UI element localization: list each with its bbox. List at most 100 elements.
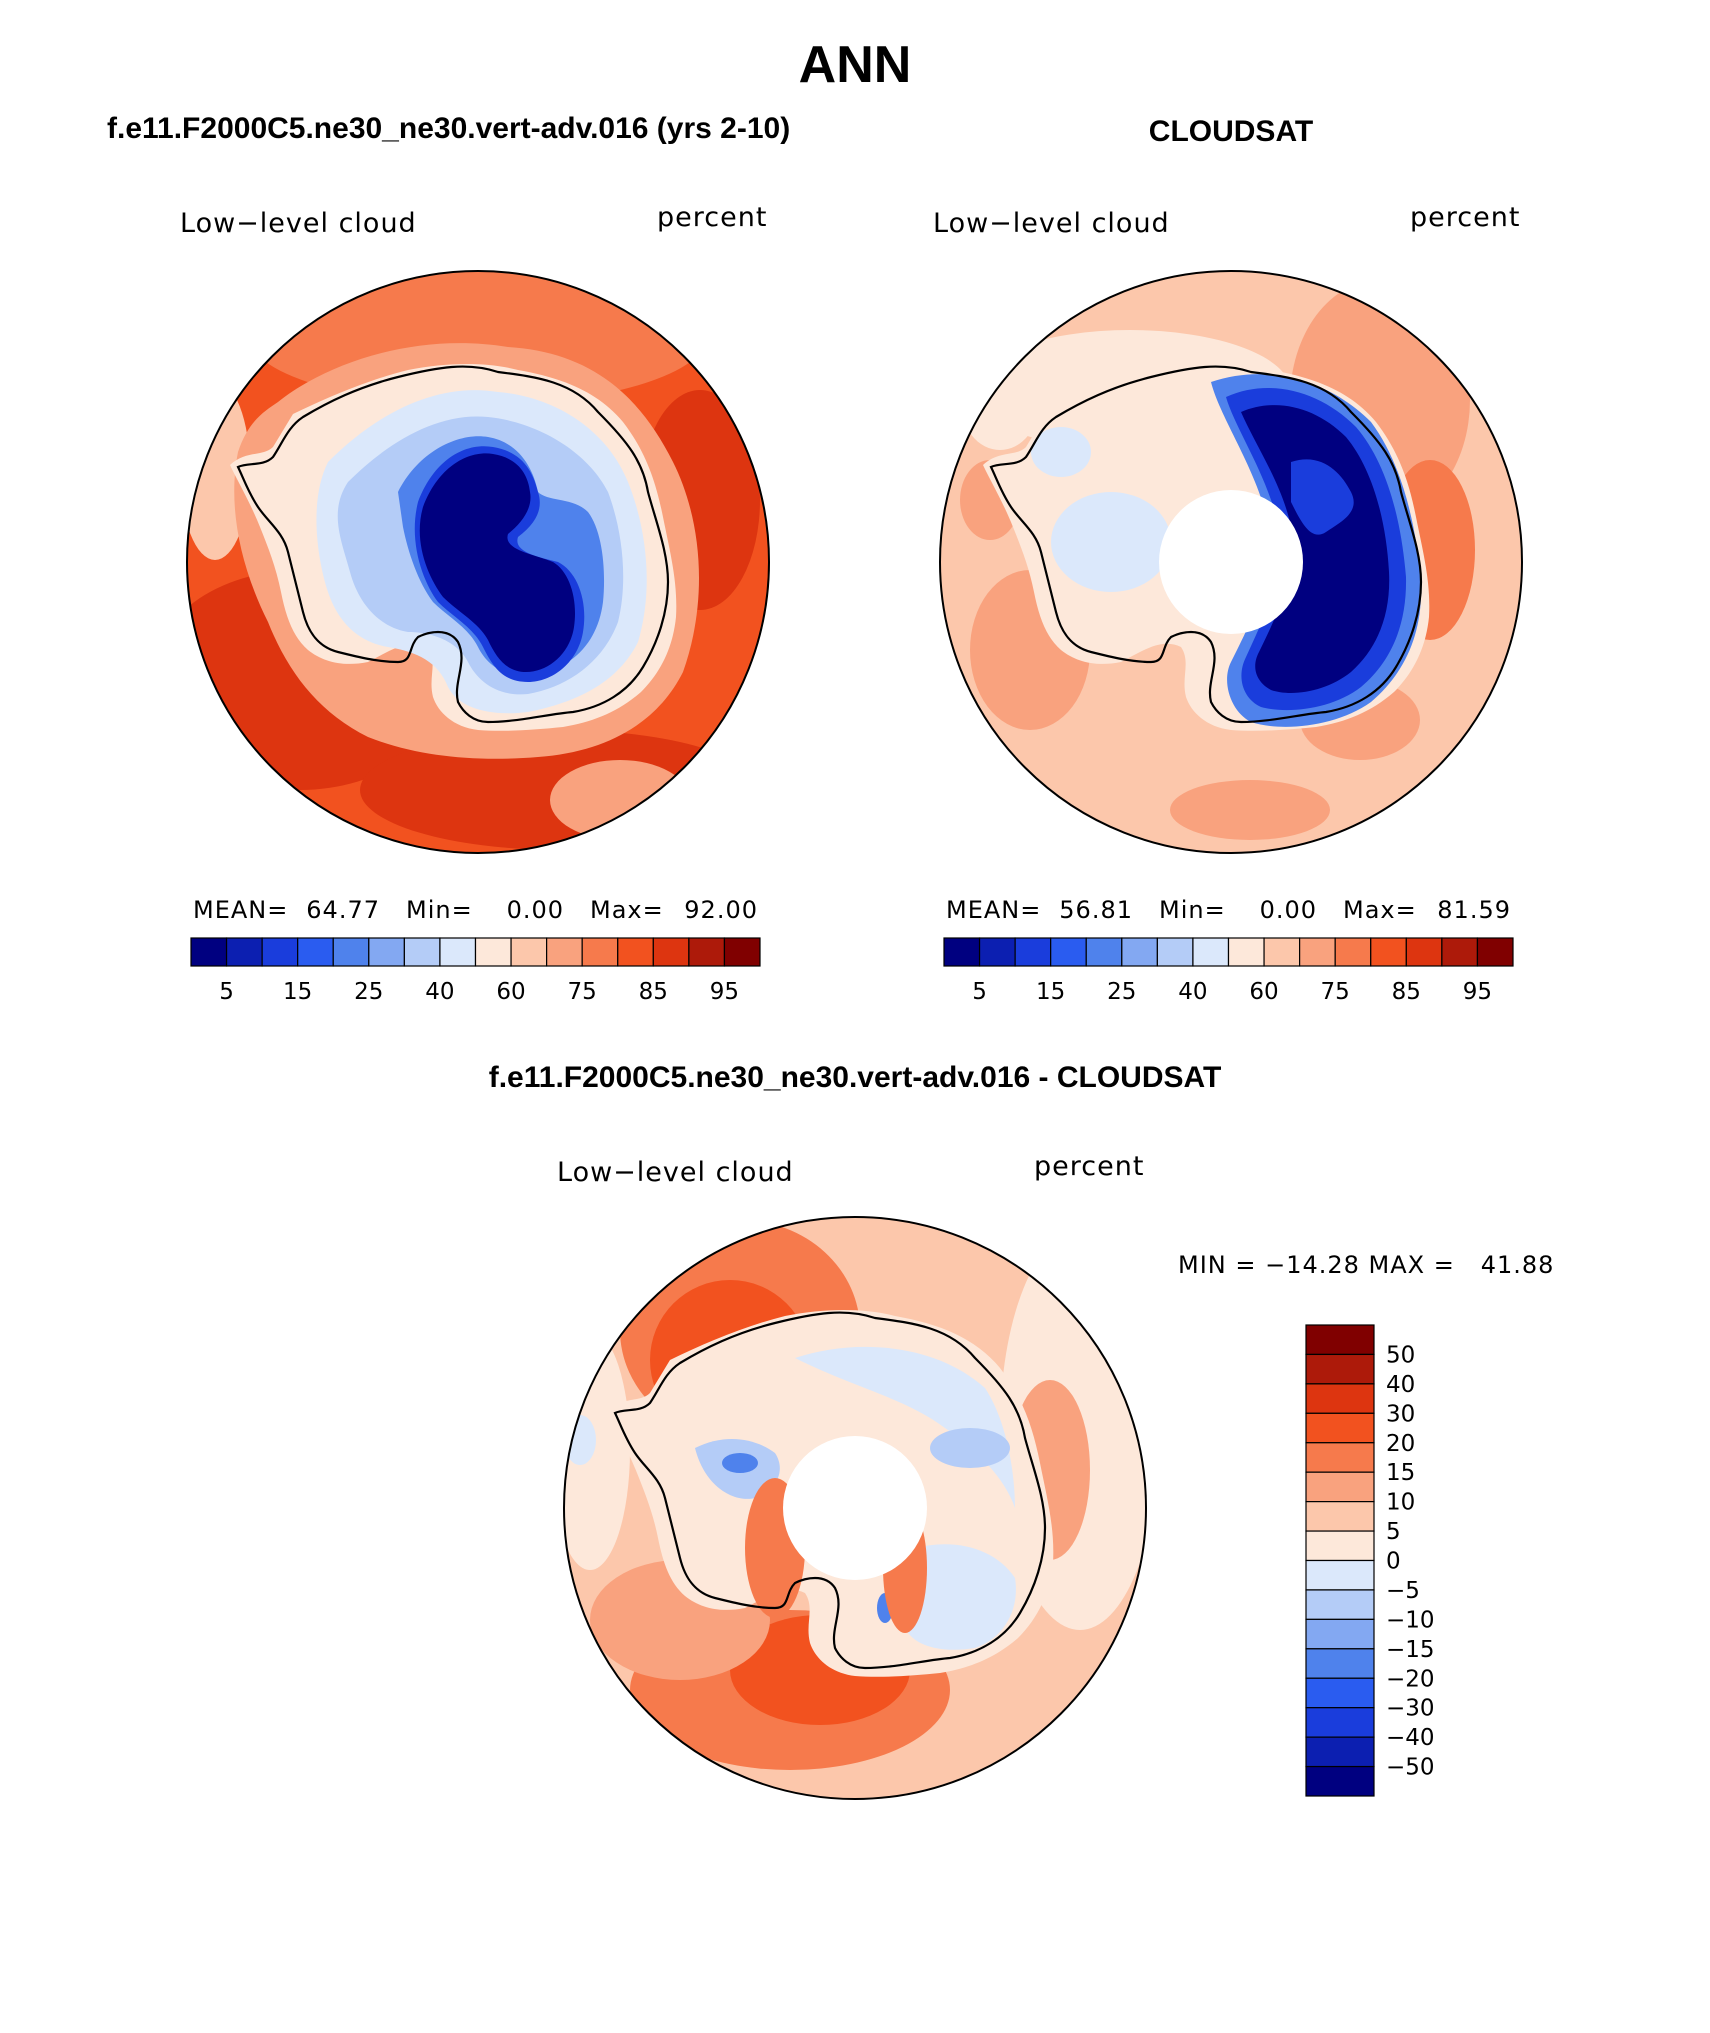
- colorbar-swatch: [297, 937, 334, 967]
- colorbar-swatch: [723, 937, 761, 967]
- colorbar-swatch: [617, 937, 654, 967]
- colorbar-tick-label: 0: [1386, 1549, 1401, 1575]
- colorbar-swatch: [1263, 937, 1301, 967]
- obs-mean-value: 56.81: [1059, 896, 1133, 924]
- obs-min-label: Min=: [1159, 896, 1226, 924]
- colorbar-swatch: [546, 937, 583, 967]
- colorbar-tick-label: 75: [1321, 979, 1350, 1005]
- colorbar-tick-label: −10: [1386, 1607, 1435, 1633]
- colorbar-tick-label: −20: [1386, 1666, 1435, 1692]
- colorbar-swatch: [1405, 937, 1443, 967]
- colorbar-swatch: [1305, 1353, 1375, 1385]
- obs-case-title: CLOUDSAT: [1149, 115, 1313, 148]
- colorbar-swatch: [1305, 1677, 1375, 1709]
- colorbar-swatch: [261, 937, 299, 967]
- model-mean-label: MEAN=: [193, 896, 288, 924]
- colorbar-swatch: [225, 937, 263, 967]
- model-map-border: [186, 270, 770, 854]
- colorbar-tick-label: 75: [568, 979, 597, 1005]
- obs-stats: MEAN= 56.81 Min= 0.00 Max= 81.59: [946, 896, 1511, 924]
- colorbar-tick-label: 25: [1107, 979, 1136, 1005]
- model-panel: Low−level cloud percent MEAN=: [180, 202, 770, 1005]
- colorbar-tick-label: 25: [354, 979, 383, 1005]
- model-max-value: 92.00: [684, 896, 758, 924]
- colorbar-swatch: [1050, 937, 1087, 967]
- model-colorbar: 5 15 25 40 60 75 85 95: [190, 937, 761, 1005]
- colorbar-swatch: [1085, 937, 1123, 967]
- colorbar-swatch: [1227, 937, 1265, 967]
- colorbar-swatch: [190, 937, 228, 967]
- colorbar-swatch: [439, 937, 477, 967]
- colorbar-tick-label: 60: [496, 979, 525, 1005]
- diff-variable-label: Low−level cloud: [557, 1157, 794, 1188]
- model-max-label: Max=: [590, 896, 664, 924]
- colorbar-tick-label: 5: [1386, 1519, 1401, 1545]
- obs-colorbar: 5 15 25 40 60 75 85 95: [943, 937, 1514, 1005]
- colorbar-tick-label: 95: [710, 979, 739, 1005]
- diff-map: [564, 1217, 1146, 1799]
- colorbar-swatch: [332, 937, 370, 967]
- colorbar-swatch: [1305, 1707, 1375, 1738]
- colorbar-swatch: [1121, 937, 1158, 967]
- colorbar-swatch: [403, 937, 441, 967]
- colorbar-tick-label: 15: [1036, 979, 1065, 1005]
- colorbar-swatch: [510, 937, 548, 967]
- obs-map-border: [939, 270, 1523, 854]
- colorbar-swatch: [1305, 1442, 1375, 1473]
- diff-panel: Low−level cloud percent MIN = −14.28 MAX…: [557, 1151, 1554, 1800]
- colorbar-tick-label: 40: [425, 979, 454, 1005]
- model-stats: MEAN= 64.77 Min= 0.00 Max= 92.00: [193, 896, 758, 924]
- model-variable-label: Low−level cloud: [180, 208, 417, 239]
- colorbar-swatch: [1156, 937, 1194, 967]
- colorbar-swatch: [1305, 1412, 1375, 1444]
- colorbar-swatch: [688, 937, 726, 967]
- colorbar-tick-label: −5: [1386, 1578, 1420, 1604]
- obs-max-value: 81.59: [1437, 896, 1511, 924]
- colorbar-tick-label: 5: [972, 979, 987, 1005]
- obs-panel: Low−level cloud percent: [933, 202, 1523, 1005]
- diff-min-max: MIN = −14.28 MAX = 41.88: [1178, 1251, 1554, 1279]
- colorbar-swatch: [978, 937, 1016, 967]
- colorbar-swatch: [1305, 1765, 1375, 1797]
- obs-min-value: 0.00: [1260, 896, 1317, 924]
- colorbar-tick-label: 40: [1386, 1372, 1415, 1398]
- colorbar-swatch: [474, 937, 512, 967]
- colorbar-tick-label: −15: [1386, 1637, 1435, 1663]
- colorbar-swatch: [943, 937, 981, 967]
- diff-map-border: [563, 1216, 1147, 1800]
- colorbar-tick-label: 5: [219, 979, 234, 1005]
- obs-map: [940, 271, 1522, 853]
- colorbar-tick-label: 50: [1386, 1342, 1415, 1368]
- colorbar-tick-label: 40: [1178, 979, 1207, 1005]
- colorbar-swatch: [1305, 1501, 1375, 1532]
- obs-mean-label: MEAN=: [946, 896, 1041, 924]
- colorbar-swatch: [1305, 1589, 1375, 1620]
- model-map: [187, 271, 769, 853]
- colorbar-swatch: [1192, 937, 1230, 967]
- colorbar-swatch: [1334, 937, 1372, 967]
- colorbar-swatch: [1305, 1530, 1375, 1562]
- model-min-value: 0.00: [507, 896, 564, 924]
- colorbar-swatch: [1305, 1648, 1375, 1679]
- colorbar-tick-label: 85: [639, 979, 668, 1005]
- model-case-title: f.e11.F2000C5.ne30_ne30.vert-adv.016 (yr…: [107, 112, 790, 145]
- colorbar-tick-label: 95: [1463, 979, 1492, 1005]
- colorbar-swatch: [1014, 937, 1052, 967]
- colorbar-tick-label: 30: [1386, 1401, 1415, 1427]
- colorbar-swatch: [1476, 937, 1514, 967]
- colorbar-swatch: [1305, 1324, 1375, 1356]
- colorbar-swatch: [1305, 1618, 1375, 1650]
- diff-units-label: percent: [1034, 1151, 1144, 1182]
- colorbar-swatch: [1305, 1559, 1375, 1591]
- obs-units-label: percent: [1410, 202, 1520, 233]
- colorbar-swatch: [1305, 1471, 1375, 1503]
- diff-case-title: f.e11.F2000C5.ne30_ne30.vert-adv.016 - C…: [489, 1061, 1222, 1094]
- colorbar-tick-label: −40: [1386, 1725, 1435, 1751]
- model-units-label: percent: [657, 202, 767, 233]
- colorbar-swatch: [1305, 1383, 1375, 1414]
- colorbar-swatch: [581, 937, 619, 967]
- colorbar-tick-label: 60: [1249, 979, 1278, 1005]
